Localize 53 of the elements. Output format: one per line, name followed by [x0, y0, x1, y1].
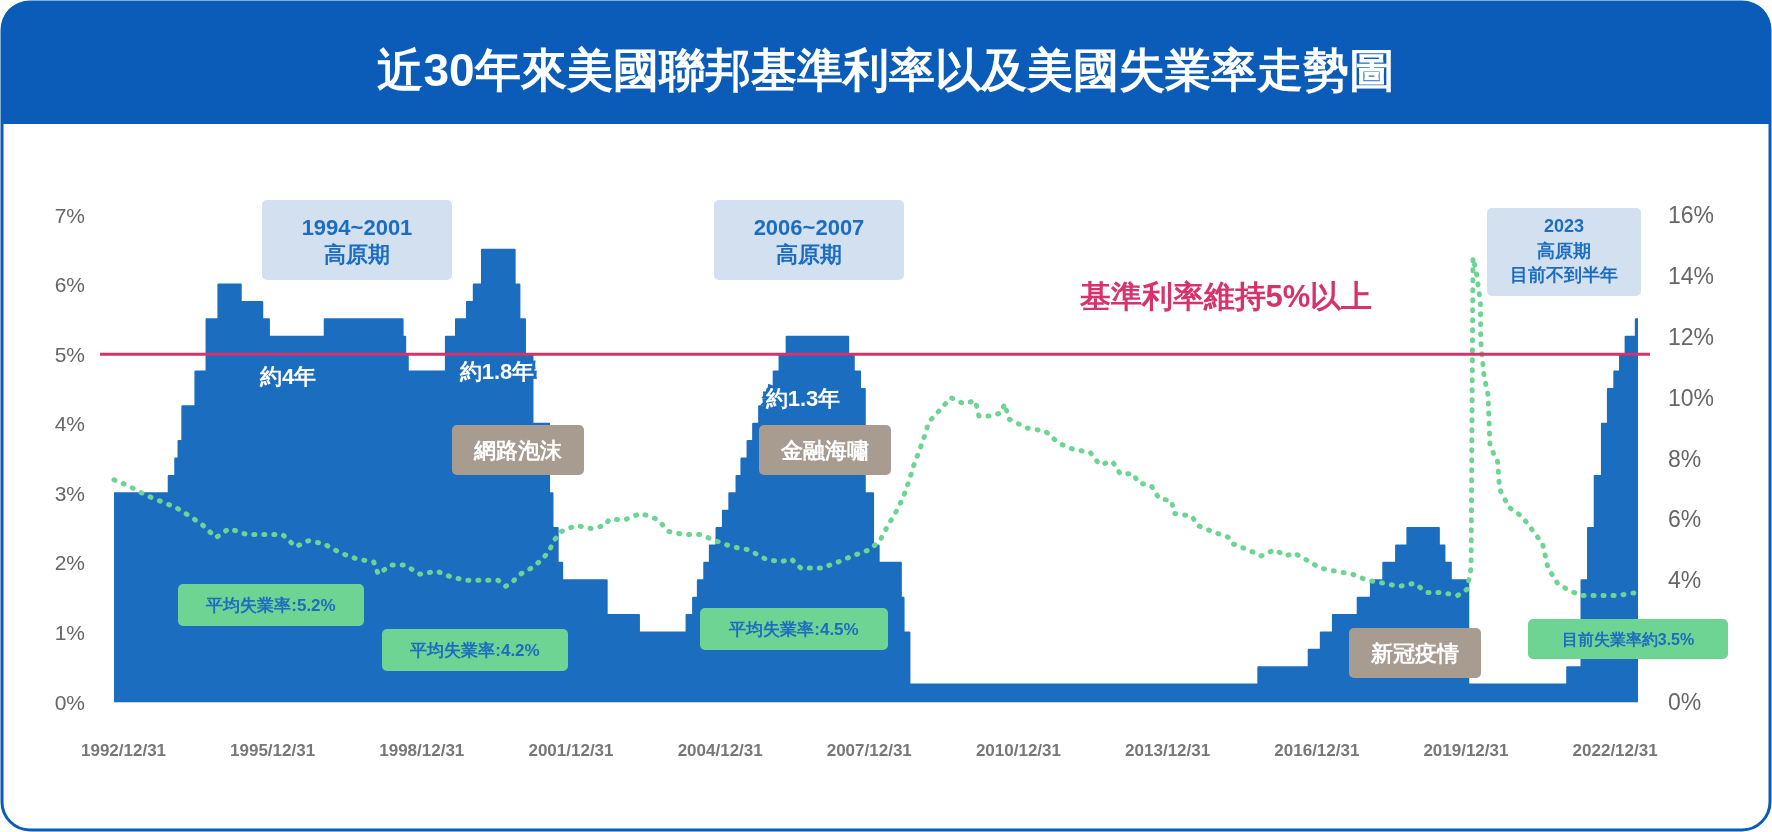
annotation: 平均失業率:4.2%: [382, 629, 568, 671]
y2-tick-label: 8%: [1668, 445, 1702, 472]
annotation: 平均失業率:5.2%: [205, 595, 336, 615]
y2-tick-label: 0%: [1668, 689, 1702, 715]
annotation: 平均失業率:4.2%: [409, 640, 540, 660]
y2-tick-label: 6%: [1668, 506, 1702, 533]
annotation: 網路泡沫: [452, 425, 584, 475]
x-tick-label: 2010/12/31: [975, 740, 1062, 760]
annotation: 高原期: [1537, 241, 1591, 261]
annotation: 金融海嘯: [759, 425, 891, 475]
annotation: 平均失業率:4.5%: [728, 619, 859, 639]
y-tick-label: 2%: [54, 551, 85, 575]
annotation: 高原期: [324, 241, 390, 267]
y2-tick-label: 16%: [1668, 202, 1715, 228]
x-tick-label: 2013/12/31: [1125, 740, 1211, 760]
annotation: 新冠疫情: [1370, 640, 1459, 666]
annotation: 新冠疫情: [1349, 628, 1481, 678]
x-tick-label: 2019/12/31: [1423, 740, 1509, 760]
y2-tick-label: 4%: [1668, 567, 1702, 594]
y2-tick-label: 10%: [1668, 384, 1715, 411]
annotation: 金融海嘯: [780, 437, 869, 463]
chart-title: 近30年來美國聯邦基準利率以及美國失業率走勢圖: [377, 44, 1395, 96]
y-tick-label: 4%: [54, 412, 85, 436]
annotation: 高原期: [776, 241, 842, 267]
y-tick-label: 7%: [54, 203, 85, 227]
annotation: 網路泡沫: [473, 437, 563, 463]
ref-line-label: 基準利率維持5%以上: [1078, 278, 1373, 314]
y-tick-label: 1%: [54, 620, 85, 644]
y2-tick-label: 12%: [1668, 323, 1715, 350]
annotation: 2006~2007: [753, 214, 865, 240]
annotation: 目前失業率約3.5%: [1561, 629, 1695, 648]
x-tick-label: 1998/12/31: [379, 740, 465, 760]
x-tick-label: 2007/12/31: [826, 740, 912, 760]
y-tick-label: 0%: [54, 690, 85, 714]
x-tick-label: 1995/12/31: [230, 740, 316, 760]
annotation: 約1.8年: [459, 358, 535, 384]
annotation: 平均失業率:5.2%: [178, 584, 364, 626]
x-tick-label: 2001/12/31: [528, 740, 614, 760]
x-tick-label: 1992/12/31: [80, 740, 167, 760]
y-tick-label: 3%: [54, 481, 85, 505]
annotation: 目前失業率約3.5%: [1528, 619, 1728, 659]
annotation: 2023: [1543, 216, 1585, 236]
x-tick-label: 2004/12/31: [677, 740, 763, 760]
annotation: 約4年: [259, 363, 317, 389]
annotation: 1994~2001: [301, 214, 413, 240]
y-tick-label: 5%: [54, 342, 85, 366]
y-tick-label: 6%: [54, 273, 85, 297]
y2-tick-label: 14%: [1668, 262, 1715, 289]
x-tick-label: 2016/12/31: [1274, 740, 1360, 760]
annotation: 約1.3年: [765, 385, 841, 411]
annotation: 目前不到半年: [1510, 265, 1618, 285]
x-tick-label: 2022/12/31: [1572, 740, 1658, 760]
annotation: 平均失業率:4.5%: [700, 608, 888, 650]
